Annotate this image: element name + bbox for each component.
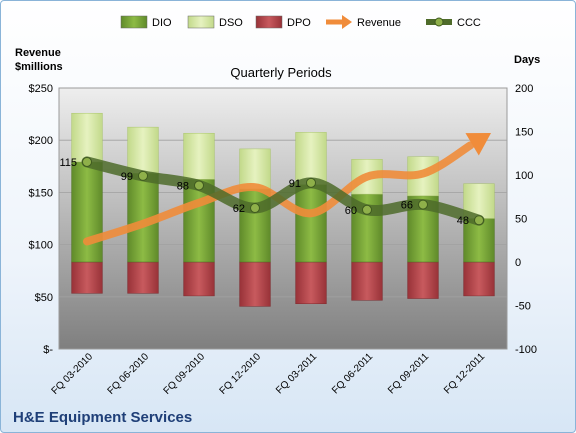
- right-axis-title: Days: [514, 54, 540, 66]
- x-tick-label: FQ 09-2010: [162, 351, 208, 397]
- bar-dpo: [407, 261, 439, 299]
- legend-swatch: [187, 15, 215, 29]
- legend-label: Revenue: [357, 17, 401, 29]
- right-axis-ticks: -100 -50 0 50 100 150 200: [515, 83, 537, 356]
- bar-dso: [295, 132, 327, 185]
- ccc-data-label: 48: [457, 215, 469, 227]
- bar-series: [71, 112, 495, 307]
- ccc-data-label: 60: [345, 205, 357, 217]
- bar-dpo: [351, 261, 383, 301]
- bar-dio: [71, 161, 103, 263]
- ccc-series: 115 99 88 62 91 60 66 48: [59, 156, 485, 227]
- chart-title: Quarterly Periods: [230, 65, 332, 80]
- left-axis-title-line2: $millions: [15, 61, 63, 73]
- legend-item-revenue: Revenue: [326, 15, 401, 29]
- legend-swatch: [120, 15, 148, 29]
- x-tick-label: FQ 09-2011: [386, 351, 431, 396]
- legend-arrow-head: [342, 15, 352, 29]
- x-tick-label: FQ 06-2011: [330, 351, 375, 396]
- right-tick-label: -100: [515, 344, 537, 356]
- bar-dio: [295, 184, 327, 263]
- left-tick-label: $100: [29, 240, 53, 252]
- right-tick-label: 0: [515, 257, 521, 269]
- bar-dso: [183, 132, 215, 180]
- legend-item-dso: DSO: [187, 15, 243, 29]
- bar-dio: [463, 218, 495, 263]
- x-tick-label: FQ 12-2010: [218, 351, 264, 397]
- ccc-point: [362, 204, 372, 215]
- left-tick-label: $150: [29, 187, 53, 199]
- legend-item-dio: DIO: [120, 15, 172, 29]
- bar-dso: [71, 112, 103, 163]
- right-tick-label: 100: [515, 170, 533, 182]
- revenue-line: [83, 141, 475, 246]
- ccc-data-label: 99: [121, 171, 133, 183]
- legend-label: DSO: [219, 17, 243, 29]
- ccc-data-label: 62: [233, 203, 245, 215]
- bar-dpo: [127, 261, 159, 294]
- x-tick-label: FQ 06-2010: [106, 351, 152, 397]
- left-tick-label: $250: [29, 83, 53, 95]
- legend-label: DPO: [287, 17, 311, 29]
- ccc-point: [250, 203, 260, 214]
- ccc-point: [474, 215, 484, 226]
- company-name: H&E Equipment Services: [13, 409, 192, 426]
- right-tick-label: 50: [515, 214, 527, 226]
- ccc-data-label: 115: [59, 157, 77, 169]
- ccc-point: [194, 180, 204, 191]
- ccc-point: [138, 170, 148, 181]
- ccc-data-label: 88: [177, 180, 189, 192]
- right-tick-label: -50: [515, 301, 531, 313]
- legend-item-dpo: DPO: [255, 15, 311, 29]
- bar-dpo: [463, 261, 495, 297]
- ccc-line: [81, 156, 485, 226]
- left-axis-title-line1: Revenue: [15, 47, 61, 59]
- x-axis-ticks: FQ 03-2010 FQ 06-2010 FQ 09-2010 FQ 12-2010…: [50, 351, 488, 397]
- legend-ccc-marker: [434, 17, 444, 27]
- x-tick-label: FQ 12-2011: [442, 351, 487, 396]
- revenue-series: [83, 133, 492, 246]
- right-tick-label: 200: [515, 83, 533, 95]
- bar-dpo: [183, 261, 215, 297]
- bar-dpo: [71, 261, 103, 294]
- right-tick-label: 150: [515, 127, 533, 139]
- ccc-point: [82, 156, 92, 167]
- chart-legend: DIO DSO DPO Revenue CCC: [120, 15, 481, 29]
- bar-dso: [239, 148, 271, 190]
- legend-swatch: [255, 15, 283, 29]
- revenue-arrowhead: [465, 133, 492, 156]
- left-tick-label: $200: [29, 135, 53, 147]
- left-tick-label: $50: [35, 292, 53, 304]
- bar-dso: [127, 126, 159, 174]
- bar-dpo: [295, 261, 327, 305]
- ccc-point: [306, 177, 316, 188]
- ccc-data-label: 66: [401, 200, 413, 212]
- plot-area: [58, 87, 508, 350]
- left-axis-ticks: $- $50 $100 $150 $200 $250: [29, 83, 54, 356]
- x-tick-label: FQ 03-2011: [274, 351, 319, 396]
- legend-label: CCC: [457, 17, 481, 29]
- legend-item-ccc: CCC: [426, 17, 481, 29]
- legend-label: DIO: [152, 17, 172, 29]
- x-tick-label: FQ 03-2010: [50, 351, 96, 397]
- ccc-data-label: 91: [289, 178, 301, 190]
- ccc-point: [418, 199, 428, 210]
- bar-dpo: [239, 261, 271, 307]
- left-tick-label: $-: [43, 344, 53, 356]
